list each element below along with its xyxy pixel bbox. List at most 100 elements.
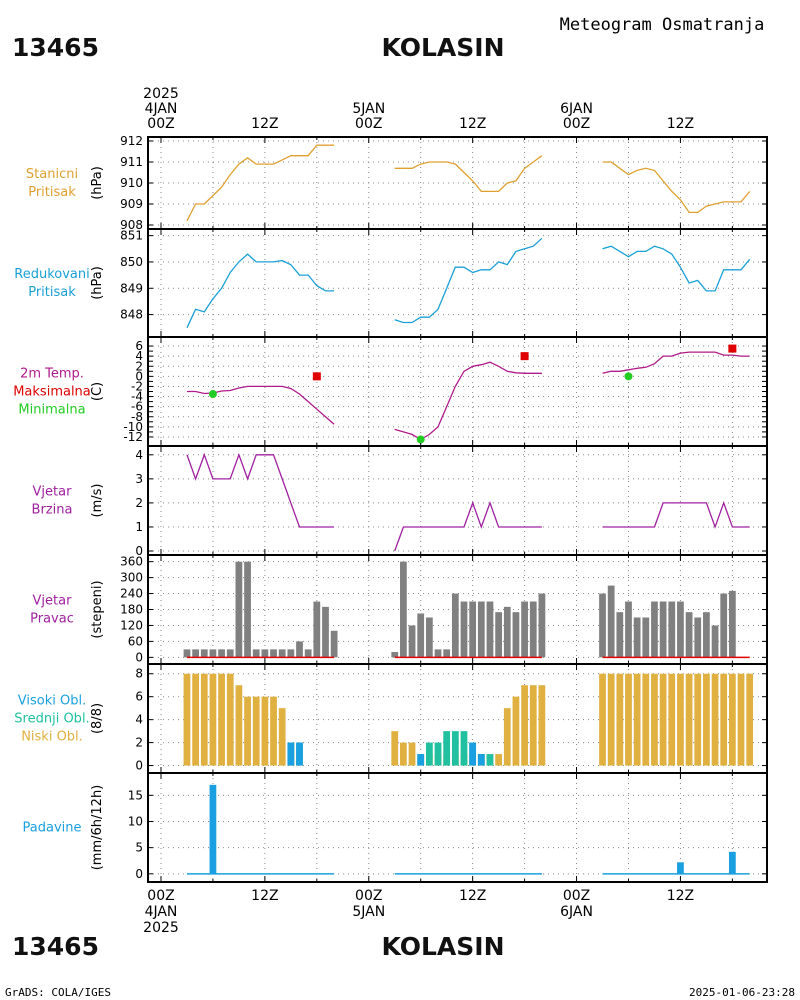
y-tick-label: 8 <box>135 667 143 681</box>
bar <box>659 673 667 766</box>
bar <box>746 673 754 766</box>
bar <box>417 613 425 658</box>
y-tick-label: 850 <box>120 255 143 269</box>
bar <box>218 673 225 766</box>
time-label-top: 2025 <box>143 86 179 102</box>
bar <box>703 612 710 658</box>
bar <box>391 652 399 658</box>
bar <box>200 649 208 658</box>
time-label-bottom: 12Z <box>459 888 486 904</box>
y-tick-label: 3 <box>135 472 143 486</box>
bar <box>495 612 502 658</box>
bar <box>330 630 338 658</box>
tmin-marker <box>416 435 425 444</box>
bar <box>477 754 485 766</box>
time-label-top: 12Z <box>667 116 694 132</box>
bar <box>313 601 321 658</box>
series-line <box>602 245 751 292</box>
bar <box>391 731 399 766</box>
time-label-top: 12Z <box>459 116 486 132</box>
y-axis-label: (stepeni) <box>90 580 105 638</box>
series-line <box>187 385 335 425</box>
bar <box>417 754 425 766</box>
panel-station_pressure: 908 909 910 911 912 (hPa) Stanicni Pritisak <box>26 134 768 232</box>
bar <box>625 673 632 766</box>
bar <box>486 754 494 766</box>
bar <box>599 673 606 766</box>
panel-label: Pritisak <box>28 285 76 300</box>
y-tick-label: 910 <box>120 176 143 190</box>
bar <box>521 685 528 766</box>
bar <box>616 612 624 658</box>
bar <box>651 601 658 658</box>
bar <box>737 673 745 766</box>
y-tick-label: -6 <box>131 400 143 414</box>
bar <box>252 649 260 658</box>
bar <box>183 649 191 658</box>
bar <box>192 673 199 766</box>
bar <box>685 673 693 766</box>
bar <box>209 649 217 658</box>
bar <box>252 696 260 766</box>
bar <box>677 673 684 766</box>
panel-label: Niski Obl. <box>21 730 83 745</box>
bar <box>443 649 451 658</box>
bar <box>607 673 615 766</box>
bar <box>287 742 295 766</box>
bar <box>625 601 632 658</box>
series-line <box>394 155 543 193</box>
bar <box>209 784 217 874</box>
panel-precipitation: 0 5 10 15 (mm/6h/12h) Padavine <box>23 772 768 883</box>
bar <box>538 685 546 766</box>
bar <box>711 625 719 658</box>
bar <box>460 731 468 766</box>
y-tick-label: 15 <box>128 788 143 802</box>
bar <box>235 685 243 766</box>
bar <box>261 696 269 766</box>
panel-clouds: 0 2 4 6 8 (8/8) Visoki Obl. Srednji Obl. Niski O… <box>14 663 768 774</box>
y-tick-label: 908 <box>120 218 143 232</box>
timestamp-text: 2025-01-06-23:28 <box>689 986 795 999</box>
y-tick-label: 4 <box>135 349 143 363</box>
y-tick-label: 909 <box>120 197 143 211</box>
y-tick-label: 1 <box>135 520 143 534</box>
panel-wind_speed: 0 1 2 3 4 (m/s) Vjetar Brzina <box>32 445 768 558</box>
y-tick-label: 5 <box>135 841 143 855</box>
y-tick-label: -10 <box>123 420 143 434</box>
y-tick-label: 360 <box>120 555 143 569</box>
panel-frame <box>147 136 768 230</box>
bar <box>270 649 277 658</box>
y-tick-label: 2 <box>135 496 143 510</box>
bar <box>425 742 433 766</box>
station-name-top: KOLASIN <box>381 33 504 62</box>
bar <box>616 673 624 766</box>
y-axis-label: (8/8) <box>90 703 105 734</box>
series-line <box>394 237 543 324</box>
bar <box>694 617 702 658</box>
bar <box>235 561 243 658</box>
bar <box>209 673 217 766</box>
y-tick-label: 851 <box>120 229 143 243</box>
tmax-marker <box>520 352 529 361</box>
series-line <box>394 500 542 552</box>
bar <box>728 590 736 658</box>
bar <box>720 673 728 766</box>
series-line <box>394 361 542 441</box>
bar <box>728 851 736 874</box>
y-tick-label: 10 <box>128 814 143 828</box>
series-line <box>602 161 751 214</box>
bar <box>408 625 416 658</box>
y-tick-label: 4 <box>135 713 143 727</box>
bar <box>451 731 459 766</box>
time-label-top: 12Z <box>251 116 278 132</box>
panel-label: Pravac <box>30 612 74 627</box>
time-label-top: 00Z <box>355 116 382 132</box>
tmax-marker <box>312 372 321 381</box>
bar <box>218 649 225 658</box>
panel-label: Minimalna <box>18 403 85 418</box>
bar <box>287 649 295 658</box>
bar <box>668 673 676 766</box>
bar <box>270 696 277 766</box>
station-id-bottom: 13465 <box>12 932 99 961</box>
